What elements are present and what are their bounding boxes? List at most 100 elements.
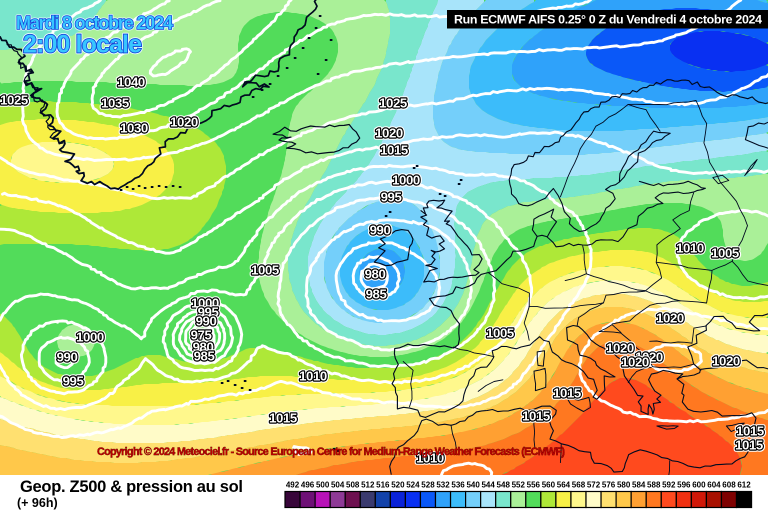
svg-text:588: 588 <box>647 481 661 490</box>
svg-text:985: 985 <box>366 287 387 302</box>
svg-text:1020: 1020 <box>712 354 740 369</box>
svg-text:980: 980 <box>365 267 386 282</box>
svg-text:990: 990 <box>57 350 78 365</box>
svg-text:1015: 1015 <box>553 386 581 401</box>
svg-text:1030: 1030 <box>120 121 148 136</box>
svg-text:552: 552 <box>512 481 526 490</box>
svg-text:980: 980 <box>193 340 214 355</box>
svg-text:568: 568 <box>572 481 586 490</box>
svg-text:612: 612 <box>737 481 751 490</box>
svg-text:1010: 1010 <box>299 369 327 384</box>
svg-text:1000: 1000 <box>392 173 420 188</box>
svg-text:995: 995 <box>63 374 84 389</box>
svg-text:990: 990 <box>370 223 391 238</box>
svg-text:1010: 1010 <box>416 451 444 466</box>
svg-text:524: 524 <box>406 481 420 490</box>
svg-text:1015: 1015 <box>735 438 763 453</box>
svg-text:492: 492 <box>286 481 300 490</box>
svg-text:1015: 1015 <box>380 143 408 158</box>
svg-text:1005: 1005 <box>711 246 739 261</box>
svg-text:Copyright © 2024 Meteociel.fr: Copyright © 2024 Meteociel.fr - Source E… <box>97 446 565 458</box>
svg-text:584: 584 <box>632 481 646 490</box>
svg-text:Mardi 8 octobre 2024: Mardi 8 octobre 2024 <box>16 13 173 33</box>
svg-text:1020: 1020 <box>375 126 403 141</box>
svg-text:1020: 1020 <box>656 311 684 326</box>
svg-text:548: 548 <box>497 481 511 490</box>
svg-text:1020: 1020 <box>606 341 634 356</box>
svg-text:995: 995 <box>63 374 84 389</box>
svg-text:1025: 1025 <box>0 93 28 108</box>
svg-text:995: 995 <box>198 305 219 320</box>
svg-text:1025: 1025 <box>379 96 407 111</box>
svg-text:1025: 1025 <box>379 96 407 111</box>
svg-text:520: 520 <box>391 481 405 490</box>
svg-text:1020: 1020 <box>621 355 649 370</box>
svg-text:995: 995 <box>381 190 402 205</box>
svg-text:496: 496 <box>301 481 315 490</box>
svg-text:580: 580 <box>617 481 631 490</box>
svg-text:1015: 1015 <box>269 411 297 426</box>
svg-text:1005: 1005 <box>486 326 514 341</box>
svg-text:1040: 1040 <box>117 75 145 90</box>
svg-text:592: 592 <box>662 481 676 490</box>
svg-text:1015: 1015 <box>269 411 297 426</box>
svg-text:572: 572 <box>587 481 601 490</box>
svg-text:1040: 1040 <box>117 75 145 90</box>
svg-text:1035: 1035 <box>101 96 129 111</box>
svg-text:985: 985 <box>194 349 215 364</box>
svg-text:1025: 1025 <box>0 93 28 108</box>
svg-text:1000: 1000 <box>191 296 219 311</box>
svg-text:1020: 1020 <box>170 115 198 130</box>
svg-text:1015: 1015 <box>522 409 550 424</box>
svg-text:1020: 1020 <box>375 126 403 141</box>
svg-text:1020: 1020 <box>635 350 663 365</box>
svg-text:1010: 1010 <box>299 369 327 384</box>
svg-text:1005: 1005 <box>251 263 279 278</box>
svg-text:995: 995 <box>381 190 402 205</box>
svg-text:500: 500 <box>316 481 330 490</box>
svg-text:Run ECMWF AIFS 0.25° 0 Z du Ve: Run ECMWF AIFS 0.25° 0 Z du Vendredi 4 o… <box>454 13 762 27</box>
svg-text:516: 516 <box>376 481 390 490</box>
svg-text:985: 985 <box>366 287 387 302</box>
svg-text:556: 556 <box>527 481 541 490</box>
svg-text:1035: 1035 <box>101 96 129 111</box>
svg-text:995: 995 <box>198 305 219 320</box>
svg-text:2:00 locale: 2:00 locale <box>23 31 142 59</box>
svg-text:980: 980 <box>365 267 386 282</box>
svg-text:600: 600 <box>692 481 706 490</box>
svg-text:1020: 1020 <box>635 350 663 365</box>
svg-text:536: 536 <box>451 481 465 490</box>
svg-text:1000: 1000 <box>191 296 219 311</box>
svg-text:(+ 96h): (+ 96h) <box>17 496 58 510</box>
svg-text:1005: 1005 <box>251 263 279 278</box>
svg-text:532: 532 <box>436 481 450 490</box>
svg-text:504: 504 <box>331 481 345 490</box>
svg-text:1015: 1015 <box>735 438 763 453</box>
svg-text:2:00 locale: 2:00 locale <box>23 31 142 59</box>
svg-text:1020: 1020 <box>656 311 684 326</box>
svg-text:564: 564 <box>557 481 571 490</box>
svg-text:1015: 1015 <box>736 424 764 439</box>
svg-text:975: 975 <box>191 328 212 343</box>
svg-text:990: 990 <box>370 223 391 238</box>
svg-text:1015: 1015 <box>553 386 581 401</box>
svg-text:596: 596 <box>677 481 691 490</box>
svg-text:980: 980 <box>193 340 214 355</box>
svg-text:1020: 1020 <box>606 341 634 356</box>
svg-text:544: 544 <box>481 481 495 490</box>
svg-text:528: 528 <box>421 481 435 490</box>
svg-text:990: 990 <box>196 314 217 329</box>
svg-text:512: 512 <box>361 481 375 490</box>
svg-text:560: 560 <box>542 481 556 490</box>
svg-text:1030: 1030 <box>120 121 148 136</box>
svg-text:1010: 1010 <box>676 241 704 256</box>
svg-text:1000: 1000 <box>76 330 104 345</box>
svg-text:990: 990 <box>196 314 217 329</box>
svg-text:1000: 1000 <box>392 173 420 188</box>
svg-text:508: 508 <box>346 481 360 490</box>
svg-text:608: 608 <box>722 481 736 490</box>
svg-text:Mardi 8 octobre 2024: Mardi 8 octobre 2024 <box>16 13 173 33</box>
svg-text:1000: 1000 <box>76 330 104 345</box>
svg-text:540: 540 <box>466 481 480 490</box>
svg-text:1010: 1010 <box>676 241 704 256</box>
